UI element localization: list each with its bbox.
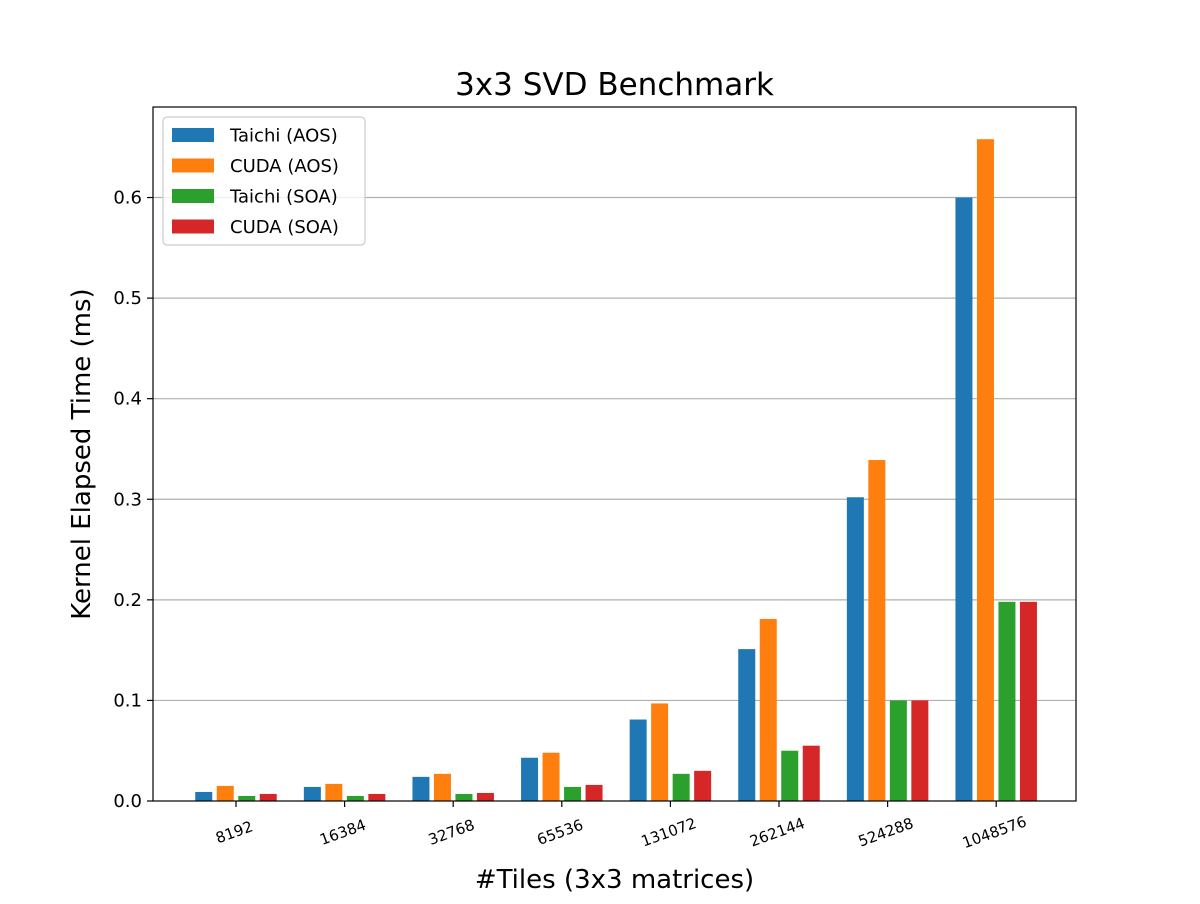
bar-1-524288 — [846, 497, 864, 801]
bar-3-524288 — [889, 700, 907, 801]
bar-1-32768 — [412, 776, 430, 801]
y-tick-label: 0.5 — [113, 288, 142, 309]
bar-3-65536 — [564, 786, 582, 801]
y-axis-ticks: 0.0 0.1 0.2 0.3 0.4 0.5 0.6 — [113, 188, 153, 812]
y-tick-label: 0.1 — [113, 690, 142, 711]
legend: Taichi (AOS) CUDA (AOS) Taichi (SOA) CUDA (… — [162, 116, 366, 246]
y-tick-label: 0.4 — [113, 389, 142, 410]
y-tick-label: 0.3 — [113, 489, 142, 510]
bar-2-131072 — [651, 703, 669, 801]
bar-4-16384 — [368, 793, 386, 801]
bar-3-262144 — [781, 750, 799, 801]
legend-swatch-4 — [172, 219, 214, 234]
bar-4-32768 — [476, 792, 494, 801]
bar-1-1048576 — [955, 197, 973, 801]
y-tick-label: 0.2 — [113, 590, 142, 611]
legend-label-1: Taichi (AOS) — [229, 126, 338, 147]
bar-1-8192 — [195, 791, 213, 801]
bar-2-1048576 — [976, 139, 994, 801]
legend-swatch-2 — [172, 158, 214, 173]
bar-3-8192 — [238, 795, 256, 801]
bar-2-16384 — [325, 783, 343, 801]
bar-4-65536 — [585, 784, 603, 801]
bar-1-16384 — [303, 786, 321, 801]
x-axis-label: #Tiles (3x3 matrices) — [475, 865, 754, 895]
bar-2-262144 — [759, 618, 777, 801]
legend-swatch-3 — [172, 189, 214, 203]
bar-2-32768 — [433, 773, 451, 801]
bar-3-1048576 — [998, 601, 1016, 801]
legend-swatch-1 — [172, 128, 214, 142]
bar-4-8192 — [259, 793, 277, 801]
bar-2-65536 — [542, 752, 560, 801]
y-tick-label: 0.6 — [113, 188, 142, 209]
bar-3-32768 — [455, 793, 473, 801]
bar-1-131072 — [629, 719, 647, 801]
bar-2-8192 — [216, 785, 234, 801]
legend-label-3: Taichi (SOA) — [229, 187, 338, 208]
bar-4-262144 — [802, 745, 820, 801]
legend-label-2: CUDA (AOS) — [230, 156, 339, 177]
bar-4-1048576 — [1019, 601, 1037, 801]
bar-4-131072 — [694, 770, 712, 801]
y-axis-label: Kernel Elapsed Time (ms) — [67, 288, 97, 619]
bars — [195, 139, 1037, 801]
bar-2-524288 — [868, 460, 886, 801]
plot-frame — [152, 106, 1077, 802]
legend-box — [162, 116, 366, 246]
bar-3-16384 — [346, 795, 364, 801]
bar-4-524288 — [911, 700, 929, 801]
bar-1-65536 — [521, 757, 539, 801]
chart-title: 3x3 SVD Benchmark — [455, 67, 774, 103]
legend-label-4: CUDA (SOA) — [230, 217, 339, 238]
bar-1-262144 — [738, 649, 756, 801]
bar-3-131072 — [672, 773, 690, 801]
y-tick-label: 0.0 — [113, 791, 142, 812]
